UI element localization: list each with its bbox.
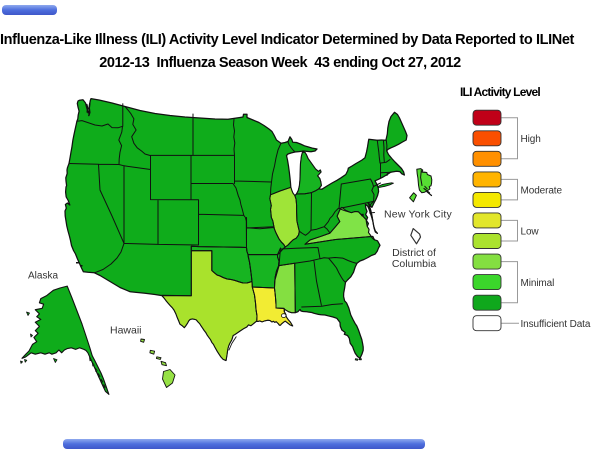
svg-text:Insufficient Data: Insufficient Data [521, 319, 591, 330]
svg-text:Moderate: Moderate [521, 186, 563, 197]
svg-text:High: High [521, 134, 541, 145]
svg-text:Hawaii: Hawaii [110, 325, 142, 337]
svg-text:2012-13 Influenza Season Week: 2012-13 Influenza Season Week 43 ending … [99, 55, 461, 71]
svg-text:District of: District of [392, 247, 436, 259]
svg-text:Low: Low [521, 227, 540, 238]
svg-text:New York City: New York City [384, 209, 453, 221]
svg-text:Columbia: Columbia [392, 258, 437, 270]
svg-text:Alaska: Alaska [28, 271, 58, 282]
svg-text:Minimal: Minimal [521, 278, 555, 289]
svg-text:ILI Activity Level: ILI Activity Level [460, 85, 540, 99]
svg-text:Influenza-Like Illness (ILI) A: Influenza-Like Illness (ILI) Activity Le… [0, 32, 575, 48]
